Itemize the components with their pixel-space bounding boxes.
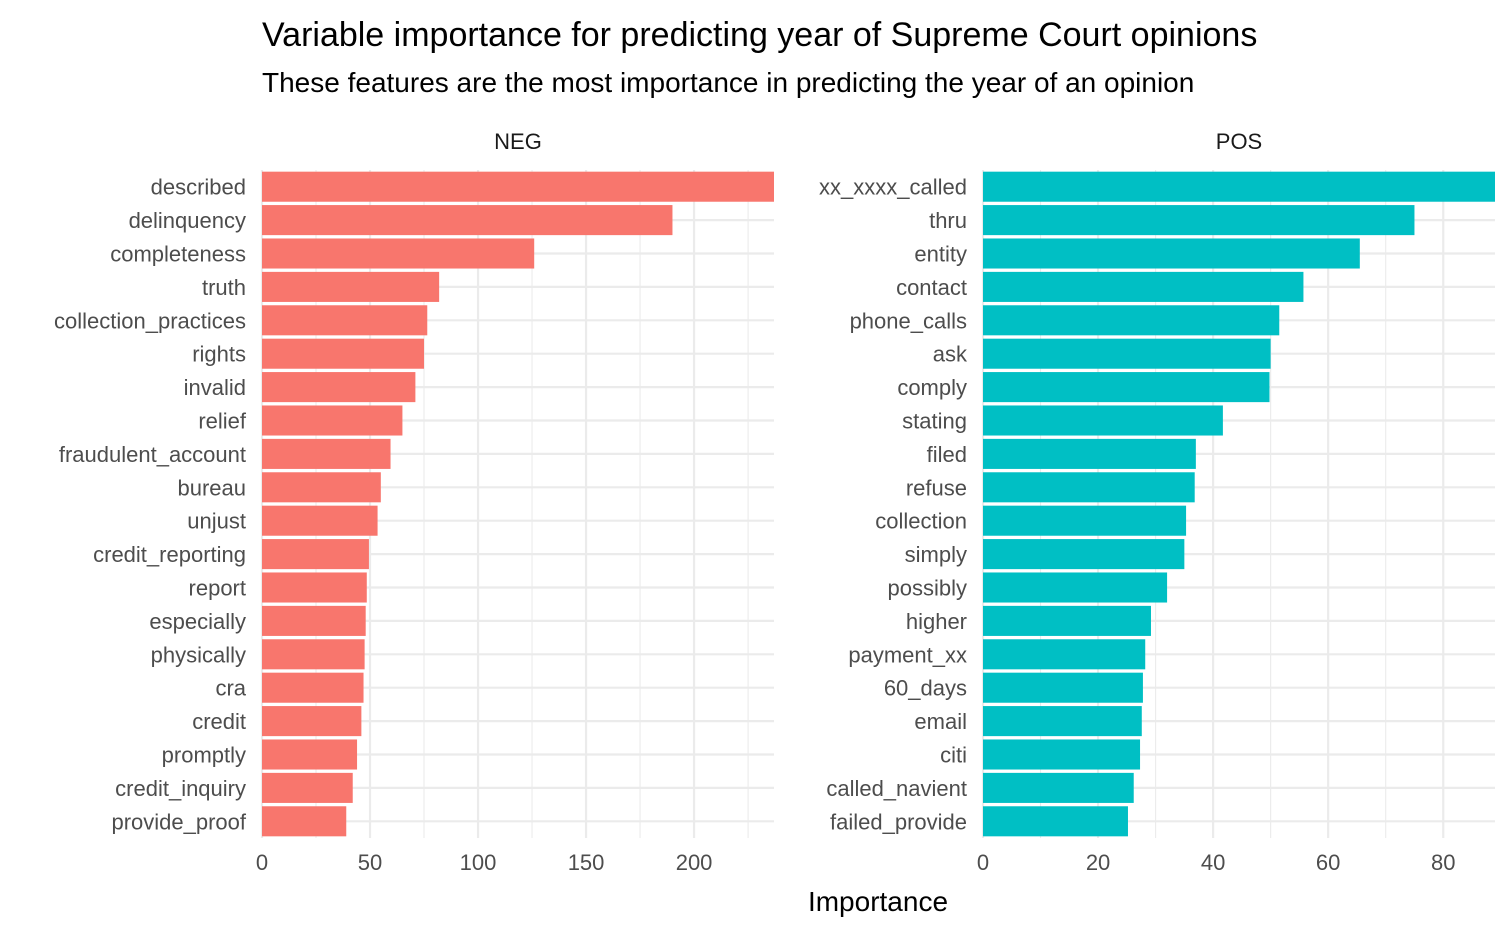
facet-label: POS [1216, 129, 1262, 154]
bar-entity [983, 238, 1360, 269]
category-label: entity [914, 242, 967, 267]
bar-phone_calls [983, 305, 1280, 336]
category-label: called_navient [826, 776, 967, 801]
facet-label: NEG [494, 129, 542, 154]
category-label: possibly [888, 576, 967, 601]
category-label: credit_reporting [93, 542, 246, 567]
category-label: rights [192, 342, 246, 367]
x-tick-label: 40 [1201, 850, 1225, 875]
category-label: citi [940, 743, 967, 768]
bar-especially [262, 605, 366, 636]
bar-stating [983, 405, 1223, 436]
bar-xx_xxxx_called [983, 171, 1495, 202]
category-label: higher [906, 609, 967, 634]
category-label: collection [875, 509, 967, 534]
bar-fraudulent_account [262, 438, 391, 469]
bar-truth [262, 271, 440, 302]
bar-60_days [983, 672, 1143, 703]
category-label: especially [149, 609, 246, 634]
bar-collection_practices [262, 305, 428, 336]
category-label: relief [198, 409, 247, 434]
category-label: completeness [110, 242, 246, 267]
bar-bureau [262, 472, 381, 503]
x-tick-label: 60 [1316, 850, 1340, 875]
x-tick-label: 80 [1431, 850, 1455, 875]
category-label: stating [902, 409, 967, 434]
bar-higher [983, 605, 1151, 636]
category-label: simply [905, 542, 967, 567]
x-tick-label: 150 [568, 850, 605, 875]
bar-report [262, 572, 367, 603]
bar-relief [262, 405, 403, 436]
category-label: credit_inquiry [115, 776, 246, 801]
category-label: email [914, 709, 967, 734]
category-label: payment_xx [848, 642, 967, 667]
category-label: delinquency [129, 208, 246, 233]
bar-cra [262, 672, 364, 703]
bar-physically [262, 639, 365, 670]
category-label: filed [927, 442, 967, 467]
category-label: 60_days [884, 676, 967, 701]
bar-comply [983, 372, 1270, 403]
category-label: credit [192, 709, 246, 734]
x-tick-label: 200 [676, 850, 713, 875]
category-label: refuse [906, 475, 967, 500]
category-label: cra [215, 676, 246, 701]
bar-payment_xx [983, 639, 1146, 670]
bar-contact [983, 271, 1304, 302]
category-label: failed_provide [830, 809, 967, 834]
category-label: bureau [177, 475, 246, 500]
bar-rights [262, 338, 425, 369]
category-label: unjust [187, 509, 246, 534]
category-label: report [189, 576, 246, 601]
bar-described [262, 171, 774, 202]
category-label: phone_calls [850, 308, 967, 333]
category-label: fraudulent_account [59, 442, 246, 467]
category-label: invalid [184, 375, 246, 400]
chart-subtitle: These features are the most importance i… [262, 67, 1194, 98]
category-label: provide_proof [111, 809, 246, 834]
category-label: contact [896, 275, 967, 300]
bar-credit_reporting [262, 539, 369, 570]
facet-panels: NEG described delinquency completeness truth… [54, 129, 1495, 875]
bar-credit_inquiry [262, 772, 353, 803]
bar-refuse [983, 472, 1195, 503]
category-label: thru [929, 208, 967, 233]
category-label: ask [933, 342, 968, 367]
category-label: xx_xxxx_called [819, 175, 967, 200]
bar-citi [983, 739, 1141, 770]
bar-unjust [262, 505, 378, 536]
x-tick-label: 0 [256, 850, 268, 875]
x-tick-label: 100 [460, 850, 497, 875]
facet-panel-neg: NEG described delinquency completeness truth… [54, 129, 774, 875]
bar-simply [983, 539, 1185, 570]
bar-delinquency [262, 205, 673, 236]
x-tick-label: 20 [1086, 850, 1110, 875]
bar-email [983, 706, 1142, 737]
category-label: collection_practices [54, 308, 246, 333]
category-label: promptly [162, 743, 246, 768]
bar-ask [983, 338, 1271, 369]
chart-title: Variable importance for predicting year … [262, 16, 1257, 54]
category-label: physically [151, 642, 246, 667]
bar-credit [262, 706, 362, 737]
category-label: comply [897, 375, 967, 400]
bar-invalid [262, 372, 416, 403]
category-label: truth [202, 275, 246, 300]
bar-thru [983, 205, 1415, 236]
bar-provide_proof [262, 806, 347, 837]
bar-possibly [983, 572, 1168, 603]
bar-promptly [262, 739, 358, 770]
bar-collection [983, 505, 1187, 536]
x-axis-title: Importance [808, 886, 948, 917]
x-tick-label: 0 [977, 850, 989, 875]
category-label: described [151, 175, 246, 200]
bar-called_navient [983, 772, 1134, 803]
bar-filed [983, 438, 1196, 469]
x-tick-label: 50 [358, 850, 382, 875]
bar-failed_provide [983, 806, 1128, 837]
bar-completeness [262, 238, 535, 269]
